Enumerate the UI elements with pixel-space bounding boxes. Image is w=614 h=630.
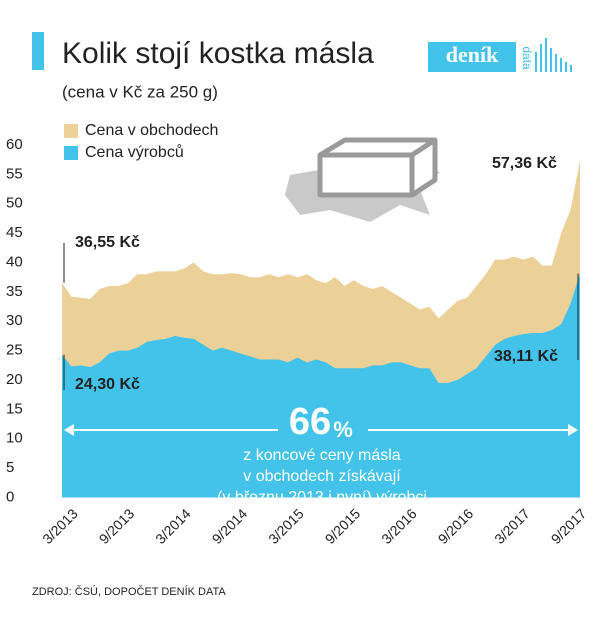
x-tick-label: 9/2016 xyxy=(435,505,477,547)
arrow-head xyxy=(64,424,74,436)
y-tick-label: 30 xyxy=(6,312,23,329)
butter-icon xyxy=(285,137,440,222)
y-tick-label: 0 xyxy=(6,488,14,505)
annotation: % xyxy=(333,417,353,442)
annotation: 66 xyxy=(289,401,331,443)
y-tick-label: 10 xyxy=(6,430,23,447)
annotation: 38,11 Kč xyxy=(494,348,558,365)
logo-sub: data xyxy=(520,46,534,70)
logo-bars xyxy=(535,38,572,72)
legend-label: Cena v obchodech xyxy=(85,122,218,139)
plot xyxy=(62,160,580,498)
chart-title: Kolik stojí kostka másla xyxy=(62,37,374,70)
y-tick-label: 5 xyxy=(6,459,14,476)
annotation: (v březnu 2013 i nyní) výrobci xyxy=(217,489,427,506)
x-tick-label: 9/2017 xyxy=(548,505,590,547)
logo: deník data xyxy=(428,38,572,72)
annotation: 36,55 Kč xyxy=(75,234,140,251)
annotation: z koncové ceny másla xyxy=(243,447,401,464)
annotation: v obchodech získávají xyxy=(243,468,401,485)
y-tick-label: 20 xyxy=(6,371,23,388)
legend-swatch xyxy=(64,124,78,138)
x-tick-label: 9/2013 xyxy=(96,505,138,547)
source: ZDROJ: ČSÚ, DOPOČET DENÍK DATA xyxy=(32,585,226,598)
x-tick-label: 3/2016 xyxy=(378,505,420,547)
x-tick-label: 3/2013 xyxy=(39,505,81,547)
x-tick-label: 9/2014 xyxy=(209,505,251,547)
area xyxy=(62,273,580,498)
x-tick-label: 9/2015 xyxy=(322,505,364,547)
x-tick-label: 3/2017 xyxy=(491,505,533,547)
y-tick-label: 45 xyxy=(6,224,23,241)
logo-box xyxy=(428,42,516,72)
y-tick-label: 25 xyxy=(6,342,23,359)
y-tick-label: 40 xyxy=(6,253,23,270)
chart-subtitle: (cena v Kč za 250 g) xyxy=(62,82,218,101)
legend-swatch xyxy=(64,146,78,160)
annotation: 24,30 Kč xyxy=(75,376,140,393)
y-tick-label: 60 xyxy=(6,136,23,153)
arrow-gap xyxy=(278,405,368,445)
x-tick-label: 3/2015 xyxy=(265,505,307,547)
y-tick-label: 50 xyxy=(6,195,23,212)
annotation: 57,36 Kč xyxy=(492,155,557,172)
logo-brand: deník xyxy=(446,42,499,67)
y-tick-label: 15 xyxy=(6,400,23,417)
title-accent xyxy=(32,32,44,70)
legend-label: Cena výrobců xyxy=(85,143,184,161)
y-tick-label: 55 xyxy=(6,165,23,182)
x-tick-label: 3/2014 xyxy=(152,505,194,547)
arrow-head xyxy=(568,424,578,436)
y-tick-label: 35 xyxy=(6,283,23,300)
